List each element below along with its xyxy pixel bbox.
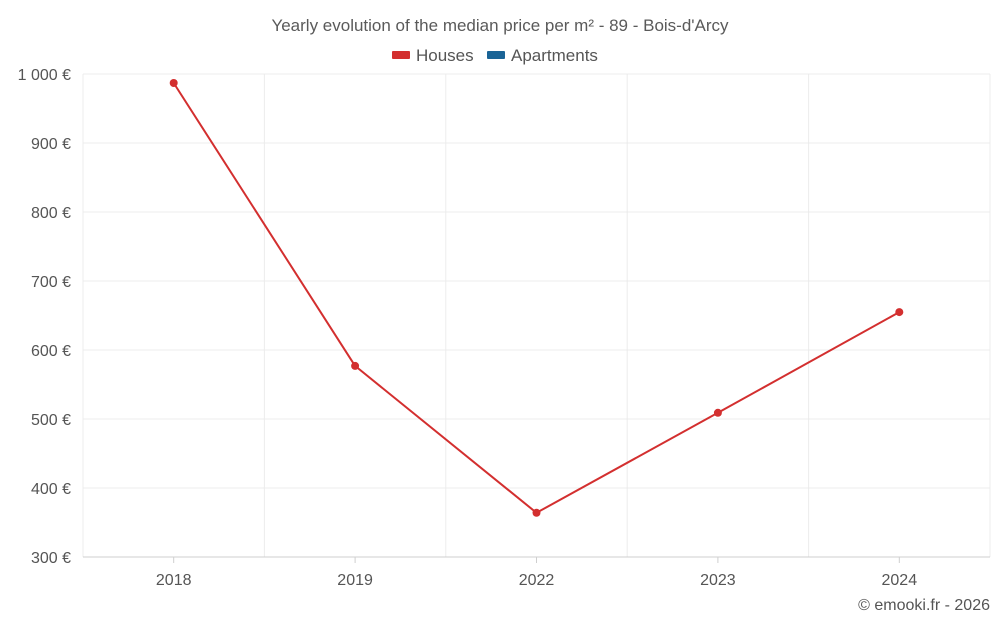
y-tick-label: 300 €	[31, 550, 71, 567]
footer-credit: © emooki.fr - 2026	[858, 597, 990, 614]
y-tick-label: 900 €	[31, 136, 71, 153]
series-layer	[169, 79, 904, 517]
x-tick-label: 2019	[337, 572, 373, 589]
data-point-houses-2018[interactable]	[169, 79, 178, 87]
legend-swatch-houses	[392, 51, 410, 59]
y-gridlines	[83, 73, 990, 489]
x-axis-ticks: 2018 2019 2022 2023 2024	[156, 557, 917, 589]
y-tick-label: 800 €	[31, 205, 71, 222]
y-tick-label: 600 €	[31, 343, 71, 360]
legend-label-houses[interactable]: Houses	[416, 46, 474, 65]
x-tick-label: 2022	[519, 572, 555, 589]
data-point-houses-2024[interactable]	[895, 308, 904, 317]
y-tick-label: 1 000 €	[18, 67, 71, 84]
data-point-houses-2019[interactable]	[351, 361, 360, 370]
legend-swatch-apartments	[487, 51, 505, 59]
y-tick-label: 500 €	[31, 412, 71, 429]
legend: Houses Apartments	[392, 46, 598, 65]
series-line-houses	[172, 82, 901, 514]
x-tick-label: 2018	[156, 572, 192, 589]
x-tick-label: 2024	[882, 572, 918, 589]
y-axis-ticks: 1 000 € 900 € 800 € 700 € 600 € 500 € 400 € 300…	[18, 67, 71, 567]
x-gridlines	[82, 74, 991, 557]
data-point-houses-2023[interactable]	[713, 408, 722, 417]
y-tick-label: 400 €	[31, 481, 71, 498]
y-tick-label: 700 €	[31, 274, 71, 291]
x-tick-label: 2023	[700, 572, 736, 589]
legend-label-apartments[interactable]: Apartments	[511, 46, 598, 65]
data-point-houses-2022[interactable]	[532, 508, 541, 517]
chart-title: Yearly evolution of the median price per…	[271, 16, 729, 35]
